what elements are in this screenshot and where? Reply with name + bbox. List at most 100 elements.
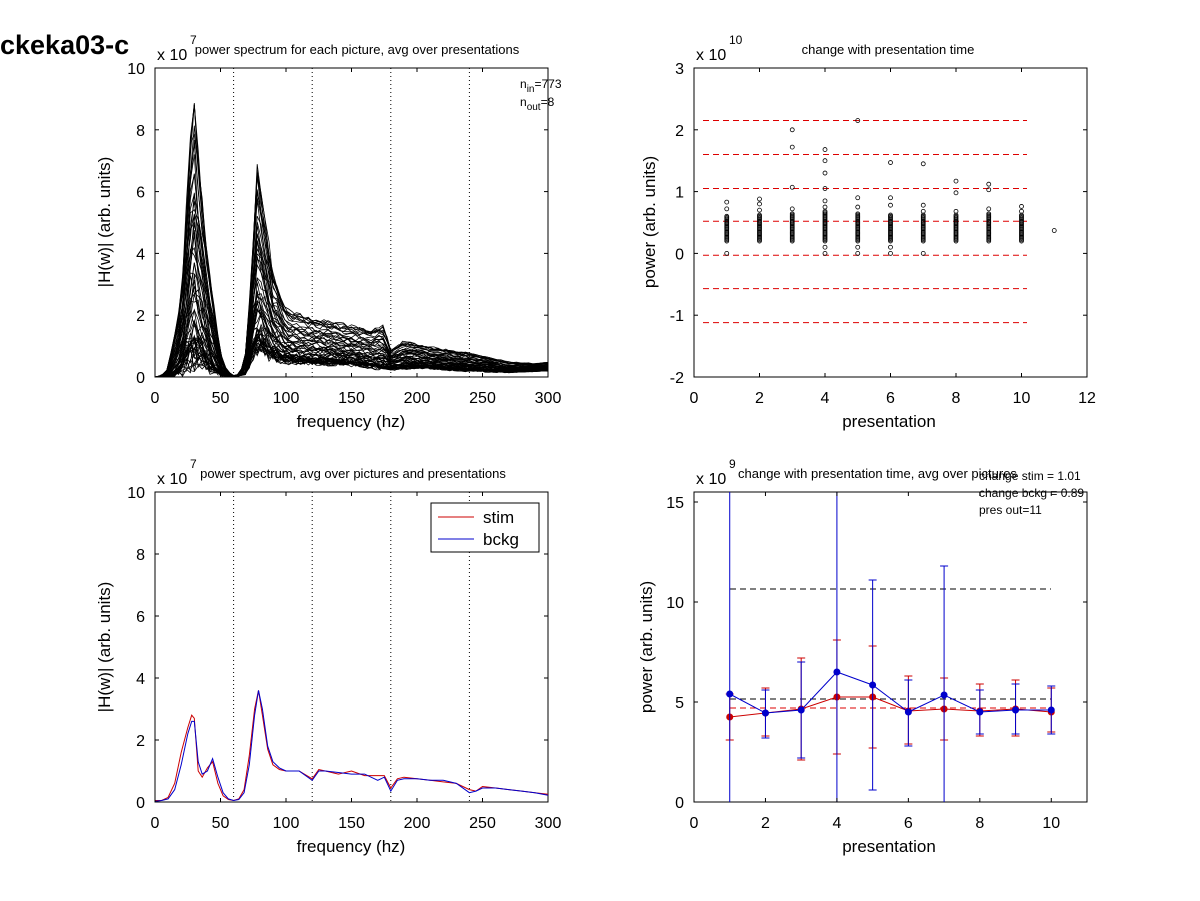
annotation-top-left: nin=773 nout=8 xyxy=(520,77,562,113)
outlier-point xyxy=(953,208,959,214)
outlier-point xyxy=(986,181,992,187)
xticks-bottom-left: 0 50 100 150 200 250 300 xyxy=(151,492,562,832)
x-tick-label: 4 xyxy=(821,390,830,407)
x-tick-label: 8 xyxy=(952,390,961,407)
outlier-point xyxy=(888,250,893,256)
legend-label-bckg: bckg xyxy=(483,530,519,549)
y-axis-label-bottom-right: power (arb. units) xyxy=(637,581,656,713)
x-tick-label: 50 xyxy=(212,390,230,407)
outlier-point xyxy=(888,195,893,201)
outlier-point xyxy=(724,206,730,212)
chart-title-top-left: power spectrum for each picture, avg ove… xyxy=(195,42,520,57)
x-tick-label: 2 xyxy=(755,390,764,407)
series-bottom-left xyxy=(154,690,549,802)
x-tick-label: 50 xyxy=(212,815,230,832)
spectrum-trace xyxy=(154,213,549,378)
x-tick-label: 8 xyxy=(975,815,984,832)
outlier-point xyxy=(953,178,959,184)
annotation-line-1: change stim = 1.01 xyxy=(979,469,1081,483)
outlier-point xyxy=(986,187,992,193)
outlier-point xyxy=(1051,228,1057,233)
mean-point-bckg xyxy=(726,690,734,698)
data-point xyxy=(724,213,730,219)
panel-bottom-left: 0 50 100 150 200 250 300 0 2 4 6 8 10 power spectru… xyxy=(95,457,561,856)
x-tick-label: 0 xyxy=(151,390,160,407)
mean-point-bckg xyxy=(761,709,769,717)
x-tick-label: 300 xyxy=(535,815,562,832)
spectrum-trace xyxy=(154,104,549,378)
y-tick-label: 8 xyxy=(136,123,145,140)
x-tick-label: 150 xyxy=(338,390,365,407)
mean-point-bckg xyxy=(797,706,805,714)
outlier-point xyxy=(789,206,795,212)
outlier-point xyxy=(789,144,795,150)
outlier-point xyxy=(822,204,828,210)
data-point xyxy=(888,212,893,218)
x-axis-label-top-right: presentation xyxy=(842,412,936,431)
spectrum-trace xyxy=(154,294,549,378)
exponent-bottom-right: 9 xyxy=(729,457,736,471)
outlier-point xyxy=(822,158,828,164)
outlier-point xyxy=(920,161,926,167)
outlier-point xyxy=(789,127,795,133)
x-tick-label: 0 xyxy=(151,815,160,832)
yticks-bottom-right: 0 5 10 15 xyxy=(666,495,1087,812)
mean-point-bckg xyxy=(1047,706,1055,714)
spectrum-trace xyxy=(154,174,549,378)
outlier-point xyxy=(986,206,992,212)
outlier-point xyxy=(822,170,828,176)
y-tick-label: 0 xyxy=(136,795,145,812)
exponent-prefix-top-right: x 10 xyxy=(696,47,726,64)
x-tick-label: 100 xyxy=(273,390,300,407)
y-tick-label: 0 xyxy=(675,246,684,263)
xticks-top-right: 0 2 4 6 8 10 12 xyxy=(690,68,1096,407)
outlier-point xyxy=(920,208,926,214)
y-tick-label: 6 xyxy=(136,609,145,626)
mean-point-bckg xyxy=(940,691,948,699)
x-tick-label: 10 xyxy=(1013,390,1031,407)
y-axis-label-bottom-left: |H(w)| (arb. units) xyxy=(95,582,114,713)
series-line-bckg xyxy=(729,671,1052,714)
outlier-point xyxy=(789,184,795,190)
y-tick-label: -1 xyxy=(670,308,684,325)
hlines-top-right xyxy=(703,120,1027,324)
y-axis-label-top-left: |H(w)| (arb. units) xyxy=(95,157,114,288)
y-tick-label: 4 xyxy=(136,671,145,688)
x-tick-label: 150 xyxy=(338,815,365,832)
exponent-bottom-left: 7 xyxy=(190,457,197,471)
outlier-point xyxy=(822,186,828,191)
outlier-point xyxy=(920,250,926,256)
outlier-point xyxy=(888,202,893,208)
data-point xyxy=(757,212,762,218)
outlier-point xyxy=(888,160,893,165)
spectrum-trace xyxy=(154,328,549,378)
legend-bottom-left: stim bckg xyxy=(430,502,540,553)
exponent-prefix-bottom-left: x 10 xyxy=(157,471,187,488)
y-tick-label: 8 xyxy=(136,547,145,564)
n-out-label: nout=8 xyxy=(520,95,555,113)
panel-bottom-right: 0 2 4 6 8 10 0 5 10 15 change with presentation … xyxy=(637,457,1088,856)
annotation-bottom-right: change stim = 1.01 change bckg = 0.89 pr… xyxy=(979,469,1084,517)
xticks-top-left: 0 50 100 150 200 250 300 xyxy=(151,68,561,407)
mean-point-bckg xyxy=(869,681,877,689)
mean-point-bckg xyxy=(976,708,984,716)
x-tick-label: 6 xyxy=(886,390,895,407)
x-axis-label-bottom-right: presentation xyxy=(842,837,936,856)
hlines-bottom-right xyxy=(730,588,1051,709)
outlier-point xyxy=(855,204,861,210)
y-tick-label: 4 xyxy=(136,246,145,263)
y-tick-label: 0 xyxy=(675,795,684,812)
exponent-top-right: 10 xyxy=(729,33,743,47)
exponent-prefix-bottom-right: x 10 xyxy=(696,471,726,488)
chart-title-bottom-right: change with presentation time, avg over … xyxy=(738,466,1017,481)
x-tick-label: 200 xyxy=(404,390,431,407)
legend-label-stim: stim xyxy=(483,508,514,527)
y-tick-label: 5 xyxy=(675,695,684,712)
mean-point-bckg xyxy=(1012,706,1020,714)
traces-top-left xyxy=(154,102,549,378)
y-tick-label: 10 xyxy=(127,485,145,502)
x-tick-label: 250 xyxy=(469,815,496,832)
mean-point-bckg xyxy=(833,668,841,676)
